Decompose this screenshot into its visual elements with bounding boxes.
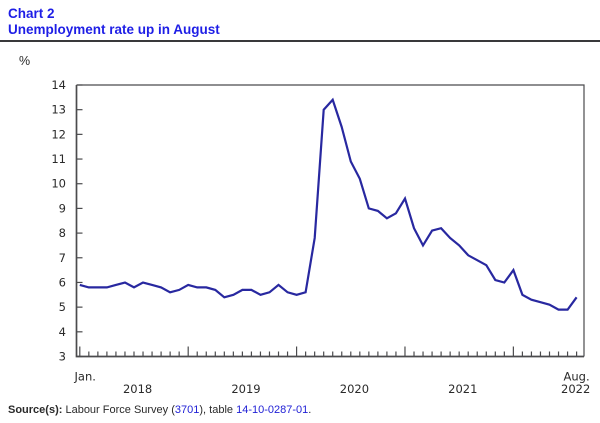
y-tick-label: 11	[51, 152, 66, 166]
y-tick-label: 6	[59, 275, 66, 289]
y-tick-label: 12	[51, 127, 66, 141]
x-year-label: 2021	[448, 382, 477, 396]
y-tick-label: 9	[59, 201, 66, 215]
unemployment-line-chart: 3 4 5 6 7 8 9 10 11 12 13 14 Jan. Aug. 2018 2019 2020 202…	[51, 78, 590, 396]
x-month-label: Jan.	[74, 370, 96, 384]
source-survey-link[interactable]: 3701	[174, 404, 200, 416]
chart-title: Unemployment rate up in August	[8, 22, 220, 37]
x-month-label: Aug.	[564, 370, 590, 384]
source-text-2: ), table	[199, 404, 237, 416]
plot-frame-top-right	[76, 84, 585, 357]
chart-number-label: Chart 2	[8, 6, 55, 21]
y-tick-label: 4	[59, 325, 66, 339]
unemployment-rate-line	[79, 97, 578, 311]
y-axis-unit-label: %	[19, 54, 31, 68]
y-tick-label: 14	[51, 78, 66, 92]
source-text-1: Labour Force Survey (	[62, 404, 175, 416]
y-tick-label: 7	[59, 251, 66, 265]
y-tick-label: 13	[51, 103, 66, 117]
title-divider-rule	[0, 40, 600, 42]
source-prefix: Source(s):	[8, 404, 63, 416]
y-tick-label: 10	[51, 177, 66, 191]
x-year-label: 2018	[123, 382, 152, 396]
source-line: Source(s): Labour Force Survey (3701), t…	[8, 404, 311, 416]
y-tick-label: 8	[59, 226, 66, 240]
y-tick-label: 3	[59, 350, 66, 364]
source-table-link[interactable]: 14-10-0287-01	[236, 404, 309, 416]
x-year-label: 2022	[561, 382, 590, 396]
source-text-3: .	[308, 404, 312, 416]
x-year-label: 2020	[340, 382, 369, 396]
plot-frame-axes	[75, 85, 584, 358]
x-year-label: 2019	[231, 382, 260, 396]
y-tick-label: 5	[59, 300, 66, 314]
